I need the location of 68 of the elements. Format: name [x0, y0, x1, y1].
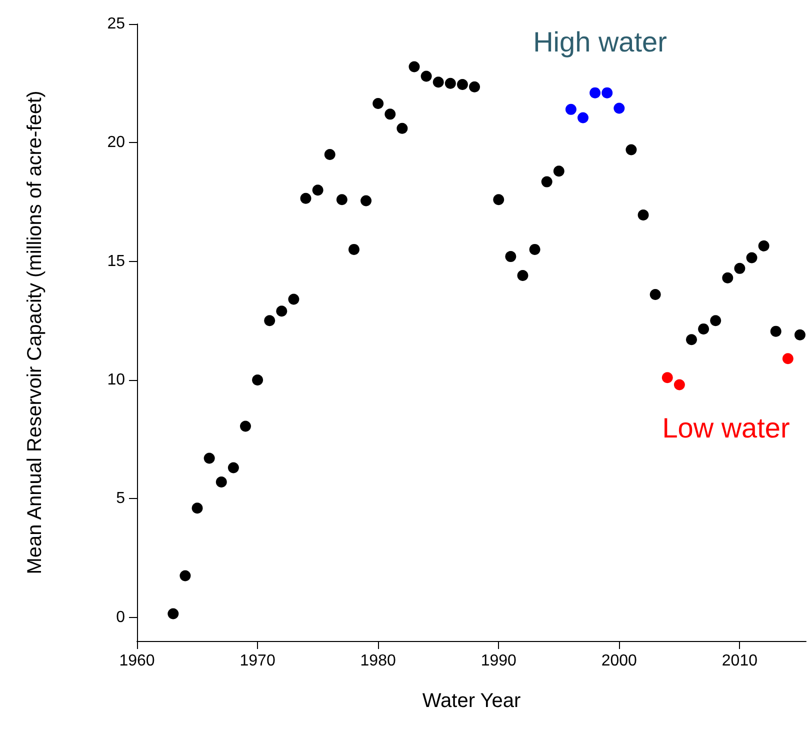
point	[469, 81, 480, 92]
point	[517, 270, 528, 282]
x-tick-label: 1960	[119, 652, 155, 670]
point	[626, 144, 637, 156]
point	[252, 374, 264, 386]
x-tick-label: 2010	[722, 652, 758, 670]
point	[565, 104, 576, 115]
point	[312, 184, 324, 196]
point	[168, 608, 179, 620]
point	[638, 210, 649, 221]
y-axis-title: Mean Annual Reservoir Capacity (millions of acre-feet)	[24, 90, 46, 574]
point	[216, 476, 227, 488]
point	[674, 379, 685, 390]
point	[396, 122, 408, 134]
point	[444, 78, 456, 89]
point	[456, 79, 468, 90]
point	[372, 98, 384, 109]
point	[662, 372, 673, 384]
point	[650, 289, 661, 300]
y-tick-label: 0	[116, 608, 126, 626]
point	[276, 306, 288, 317]
point	[770, 326, 782, 337]
y-tick-label: 20	[107, 134, 126, 152]
x-tick-label: 2000	[601, 652, 638, 670]
y-tick-label: 25	[107, 16, 126, 32]
annotation: Low water	[662, 412, 790, 444]
point	[348, 244, 360, 255]
point	[240, 420, 251, 432]
point	[432, 76, 444, 88]
point	[264, 315, 276, 326]
point	[360, 195, 372, 206]
point	[192, 502, 203, 514]
point	[300, 192, 312, 204]
point	[746, 252, 758, 264]
y-tick-label: 5	[116, 490, 126, 508]
point	[686, 334, 697, 346]
point	[794, 329, 806, 340]
point	[758, 240, 770, 252]
point	[228, 462, 239, 474]
point	[614, 102, 625, 114]
point	[336, 194, 348, 206]
point	[602, 87, 613, 98]
point	[324, 149, 336, 160]
point	[493, 194, 504, 206]
point	[529, 244, 540, 255]
x-tick-label: 1980	[360, 652, 396, 670]
point	[782, 353, 794, 364]
point	[204, 452, 215, 464]
point	[590, 87, 601, 98]
point	[384, 108, 396, 120]
point	[541, 176, 552, 188]
point	[408, 61, 420, 72]
y-tick-label: 15	[107, 252, 126, 270]
x-tick-label: 1970	[240, 652, 276, 670]
y-tick-label: 10	[107, 371, 126, 388]
point	[722, 272, 734, 284]
point	[710, 315, 722, 326]
point	[734, 262, 746, 274]
point	[505, 251, 516, 262]
point	[578, 112, 588, 124]
point	[180, 570, 191, 582]
x-tick-label: 1990	[480, 652, 517, 670]
point	[553, 166, 564, 177]
annotation: High water	[533, 26, 667, 58]
point	[288, 294, 300, 305]
x-axis-title: Water Year	[422, 690, 521, 712]
point	[420, 70, 432, 82]
point	[698, 323, 710, 334]
